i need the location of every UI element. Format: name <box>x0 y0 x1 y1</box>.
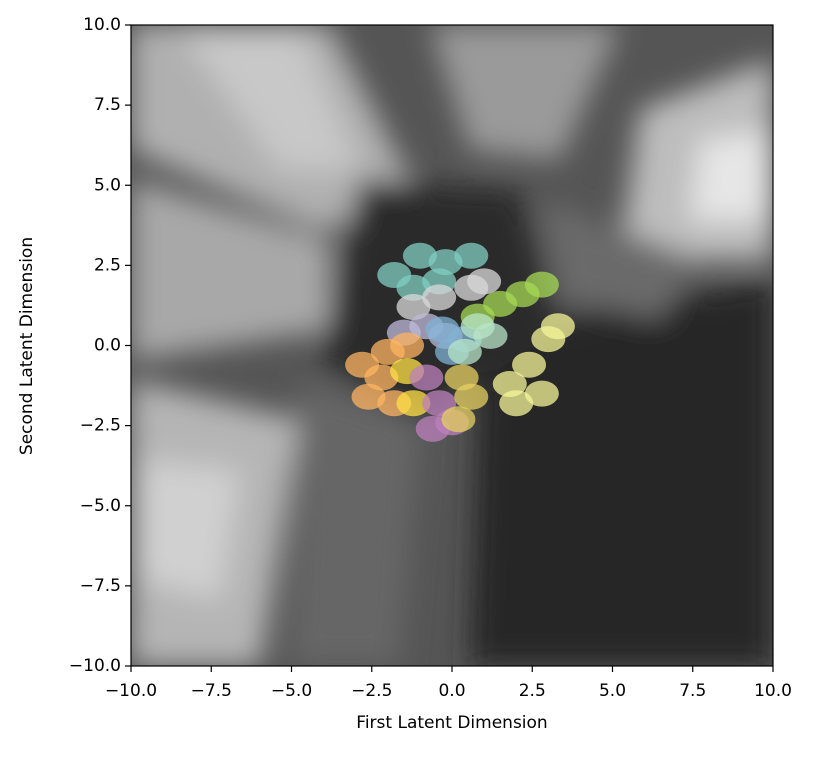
y-tick-label: −5.0 <box>80 496 121 516</box>
point-cluster <box>512 351 547 378</box>
y-tick-label: 5.0 <box>94 175 121 195</box>
x-tick-label: −10.0 <box>105 681 157 701</box>
points-layer <box>345 242 575 442</box>
point-cluster <box>467 268 502 295</box>
decoded-background <box>131 25 773 666</box>
point-cluster <box>409 364 444 391</box>
x-tick-label: 10.0 <box>754 681 792 701</box>
point-cluster <box>499 390 534 417</box>
point-cluster <box>351 383 386 410</box>
x-tick-label: 5.0 <box>599 681 626 701</box>
y-tick-label: −7.5 <box>80 576 121 596</box>
y-tick-label: 0.0 <box>94 336 121 356</box>
x-tick-label: −5.0 <box>271 681 312 701</box>
x-axis-label: First Latent Dimension <box>356 713 547 733</box>
x-tick-label: 0.0 <box>438 681 465 701</box>
y-axis-label: Second Latent Dimension <box>17 237 37 455</box>
y-tick-label: −10.0 <box>69 656 121 676</box>
point-cluster <box>390 332 425 359</box>
y-tick-label: 7.5 <box>94 95 121 115</box>
point-cluster <box>540 313 575 340</box>
point-cluster <box>460 313 495 340</box>
x-tick-label: 2.5 <box>519 681 546 701</box>
point-cluster <box>396 294 431 321</box>
point-cluster <box>396 390 431 417</box>
y-tick-label: 2.5 <box>94 255 121 275</box>
point-cluster <box>524 271 559 298</box>
point-cluster <box>402 242 437 269</box>
y-tick-label: 10.0 <box>83 15 121 35</box>
y-tick-label: −2.5 <box>80 416 121 436</box>
x-tick-label: 7.5 <box>679 681 706 701</box>
point-cluster <box>454 242 489 269</box>
x-tick-label: −2.5 <box>351 681 392 701</box>
point-cluster <box>447 338 482 365</box>
point-cluster <box>454 383 489 410</box>
point-cluster <box>422 284 457 311</box>
point-cluster <box>524 380 559 407</box>
point-cluster <box>364 364 399 391</box>
point-cluster <box>441 406 476 433</box>
x-tick-label: −7.5 <box>191 681 232 701</box>
point-cluster <box>396 274 431 301</box>
